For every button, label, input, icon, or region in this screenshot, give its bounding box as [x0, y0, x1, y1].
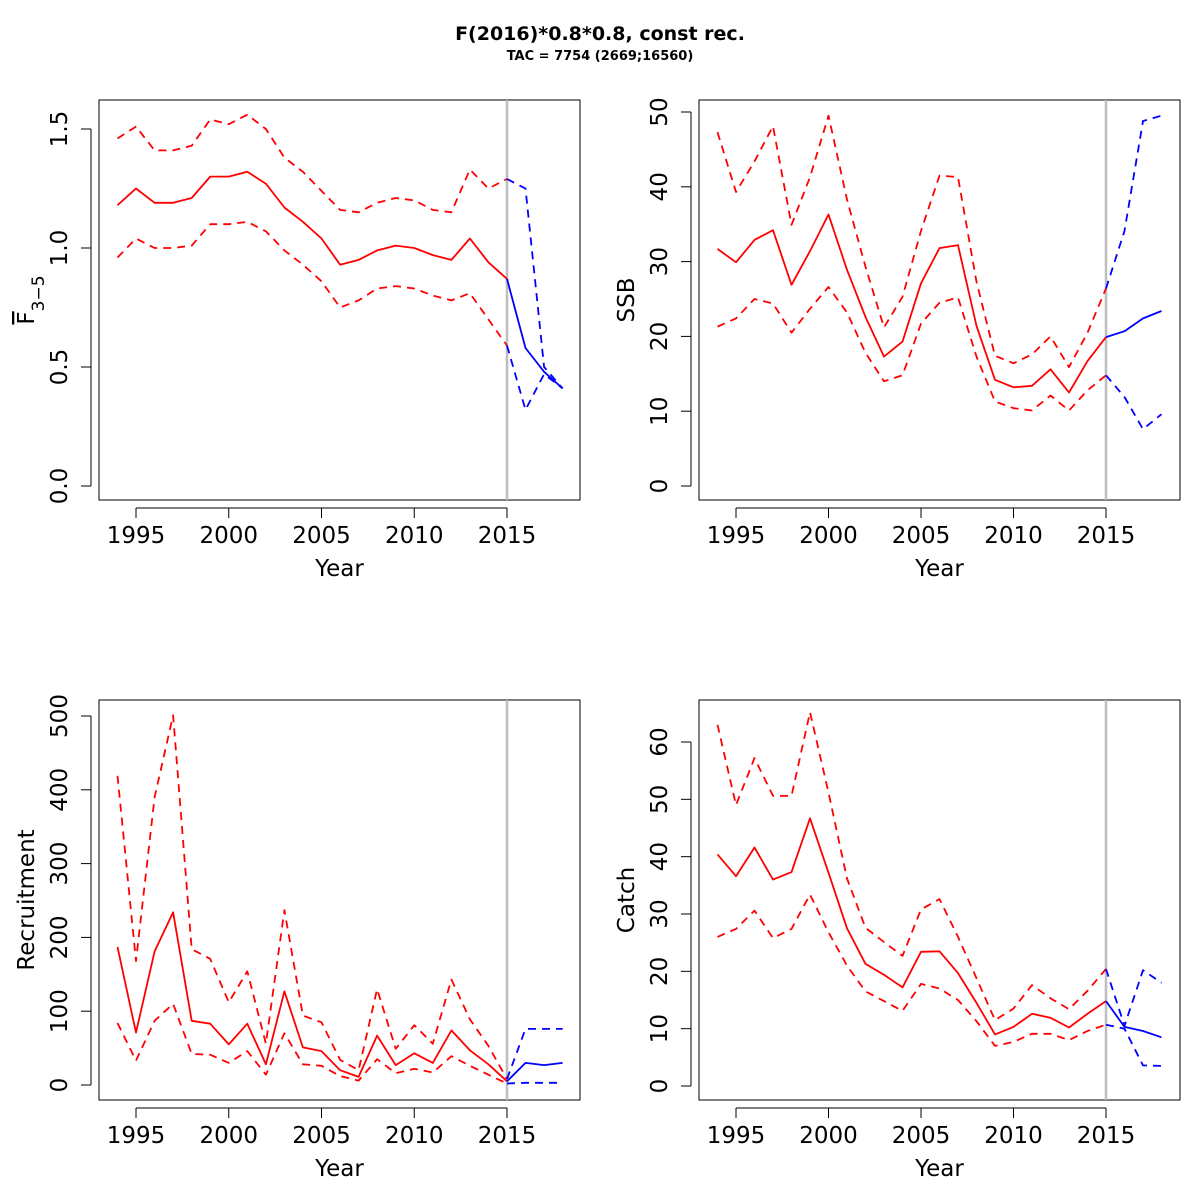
plot-frame [98, 99, 581, 501]
projection-upper-line [506, 178, 564, 389]
y-tick-label: 400 [47, 768, 73, 812]
x-tick-label: 2015 [478, 1123, 537, 1149]
historical-upper-line [716, 711, 1107, 1021]
y-tick-label: 50 [647, 785, 673, 814]
x-tick-label: 2005 [292, 1123, 351, 1149]
historical-upper-line [716, 114, 1107, 369]
y-axis-label-main: Catch [614, 867, 640, 933]
panel-recruitment: 1995 2000 2005 2010 2015 Year 0 100 200 300 400 500… [14, 694, 581, 1182]
projection-median-line [1105, 1000, 1162, 1039]
historical-median-line [716, 817, 1107, 1036]
projection-lower-line [1105, 1023, 1162, 1067]
x-axis: 1995 2000 2005 2010 2015 [107, 507, 537, 549]
y-tick-label: 500 [47, 694, 73, 738]
x-tick-label: 2010 [984, 523, 1043, 549]
projection-median-line [506, 1062, 563, 1082]
y-tick-label: 1.0 [47, 230, 73, 267]
panel-catch: 1995 2000 2005 2010 2015 Year 0 10 20 30 40 50 60 Cat… [614, 699, 1181, 1182]
x-tick-label: 2000 [199, 523, 258, 549]
y-tick-label: 30 [647, 899, 673, 928]
y-tick-label: 0.0 [47, 468, 73, 505]
x-tick-label: 2010 [385, 523, 444, 549]
panel-fbar: 1995 2000 2005 2010 2015 Year 0.0 0.5 1.0 1.5 F3−5 [14, 99, 581, 582]
y-axis-label: Recruitment [14, 829, 40, 970]
x-tick-label: 1995 [707, 523, 766, 549]
x-axis-label: Year [314, 1156, 364, 1182]
y-axis-label-main: Recruitment [14, 829, 40, 970]
plot-frame [698, 699, 1181, 1101]
y-axis-label: Catch [614, 867, 640, 933]
projection-median-line [1105, 310, 1162, 338]
y-tick-label: 300 [47, 842, 73, 886]
y-tick-label: 100 [47, 989, 73, 1033]
y-axis-label: SSB [614, 278, 640, 323]
projection-lower-line [506, 1081, 563, 1085]
x-tick-label: 1995 [107, 1123, 166, 1149]
x-tick-label: 1995 [707, 1123, 766, 1149]
projection-lower-line [1105, 374, 1163, 431]
x-tick-label: 2015 [478, 523, 537, 549]
historical-lower-line [717, 893, 1107, 1047]
y-tick-label: 40 [647, 172, 673, 201]
y-tick-label: 50 [647, 97, 673, 126]
historical-lower-line [717, 286, 1107, 412]
y-axis: 0 10 20 30 40 50 [647, 97, 692, 494]
projection-upper-line [1105, 114, 1162, 289]
panel-ssb: 1995 2000 2005 2010 2015 Year 0 10 20 30 40 50 SSB [614, 97, 1181, 582]
historical-upper-line [117, 113, 508, 214]
plot-frame [98, 699, 581, 1101]
y-tick-label: 200 [47, 915, 73, 959]
x-tick-label: 2005 [892, 523, 951, 549]
x-tick-label: 2000 [799, 523, 858, 549]
y-axis-label-main: SSB [614, 278, 640, 323]
y-axis-label-main: F [14, 311, 40, 324]
x-tick-label: 2005 [892, 1123, 951, 1149]
x-tick-label: 1995 [107, 523, 166, 549]
x-tick-label: 2000 [799, 1123, 858, 1149]
y-tick-label: 1.5 [47, 111, 73, 148]
x-axis-label: Year [914, 556, 964, 582]
x-axis: 1995 2000 2005 2010 2015 [107, 1107, 537, 1149]
y-axis-label: F3−5 [14, 275, 49, 324]
projection-upper-line [1105, 968, 1163, 1027]
y-tick-label: 0 [647, 1079, 673, 1094]
y-tick-label: 0.5 [47, 349, 73, 386]
y-tick-label: 40 [647, 842, 673, 871]
historical-lower-line [116, 1002, 508, 1085]
historical-lower-line [116, 220, 508, 347]
x-tick-label: 2015 [1077, 523, 1136, 549]
x-axis-label: Year [914, 1156, 964, 1182]
projection-upper-line [506, 1028, 563, 1080]
y-axis-label-subscript: 3−5 [29, 275, 49, 311]
y-tick-label: 60 [647, 727, 673, 756]
y-tick-label: 0 [47, 1078, 73, 1093]
y-tick-label: 20 [647, 957, 673, 986]
y-tick-label: 10 [647, 397, 673, 426]
x-tick-label: 2010 [984, 1123, 1043, 1149]
x-tick-label: 2015 [1077, 1123, 1136, 1149]
figure-title: F(2016)*0.8*0.8, const rec. [455, 23, 745, 45]
y-axis: 0.0 0.5 1.0 1.5 [47, 111, 92, 505]
y-tick-label: 30 [647, 247, 673, 276]
y-tick-label: 20 [647, 322, 673, 351]
y-tick-label: 0 [647, 479, 673, 494]
y-tick-label: 10 [647, 1014, 673, 1043]
x-axis: 1995 2000 2005 2010 2015 [707, 507, 1136, 549]
x-axis: 1995 2000 2005 2010 2015 [707, 1107, 1136, 1149]
x-axis-label: Year [314, 556, 364, 582]
x-tick-label: 2000 [199, 1123, 258, 1149]
figure-subtitle: TAC = 7754 (2669;16560) [507, 49, 694, 64]
historical-median-line [716, 213, 1107, 394]
y-axis: 0 100 200 300 400 500 [47, 694, 92, 1093]
historical-upper-line [116, 714, 508, 1080]
projection-median-line [506, 278, 564, 390]
y-axis: 0 10 20 30 40 50 60 [647, 727, 692, 1094]
historical-median-line [116, 170, 508, 280]
x-tick-label: 2010 [385, 1123, 444, 1149]
x-tick-label: 2005 [292, 523, 351, 549]
historical-median-line [116, 911, 508, 1082]
plot-frame [698, 99, 1181, 501]
